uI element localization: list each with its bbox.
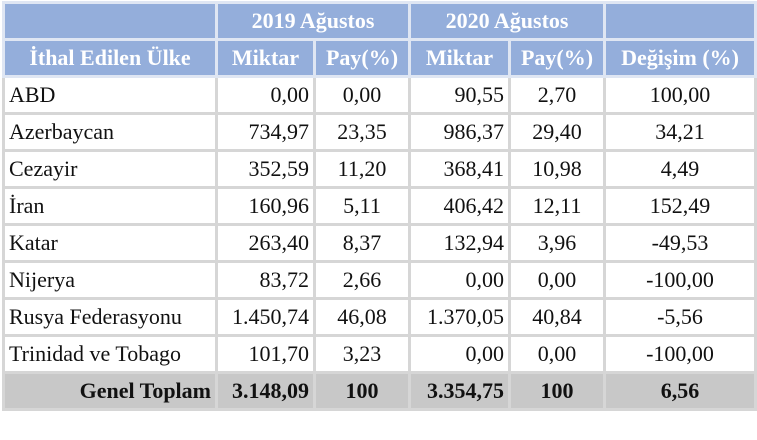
data-cell: 5,11 [312, 186, 412, 226]
total-cell: 100 [312, 371, 412, 411]
data-cell: 0,00 [408, 260, 512, 300]
data-cell: 100,00 [603, 75, 757, 115]
data-cell: Cezayir [2, 149, 218, 189]
total-cell: 3.354,75 [408, 371, 512, 411]
data-cell: -100,00 [603, 260, 757, 300]
total-cell: Genel Toplam [2, 371, 218, 411]
data-cell: Katar [2, 223, 218, 263]
column-header: Pay(%) [312, 38, 412, 78]
data-cell: 90,55 [408, 75, 512, 115]
total-cell: 100 [508, 371, 607, 411]
column-header: İthal Edilen Ülke [2, 38, 218, 78]
data-row: Nijerya 83,72 2,66 0,00 0,00 -100,00 [2, 260, 757, 300]
data-cell: 160,96 [215, 186, 316, 226]
data-cell: 40,84 [508, 297, 607, 337]
data-cell: 101,70 [215, 334, 316, 374]
data-cell: 1.450,74 [215, 297, 316, 337]
data-cell: Nijerya [2, 260, 218, 300]
data-cell: 12,11 [508, 186, 607, 226]
data-cell: 0,00 [408, 334, 512, 374]
data-cell: 2,66 [312, 260, 412, 300]
data-cell: 406,42 [408, 186, 512, 226]
data-row: ABD 0,00 0,00 90,55 2,70 100,00 [2, 75, 757, 115]
data-cell: 352,59 [215, 149, 316, 189]
data-cell: 23,35 [312, 112, 412, 152]
data-cell: 1.370,05 [408, 297, 512, 337]
data-cell: 2,70 [508, 75, 607, 115]
data-cell: İran [2, 186, 218, 226]
data-cell: 0,00 [508, 334, 607, 374]
group-header: 2019 Ağustos [214, 1, 412, 41]
column-header: Pay(%) [508, 38, 607, 78]
table-body: 2019 Ağustos 2020 Ağustos İthal Edilen Ü… [2, 1, 757, 411]
data-cell: Azerbaycan [2, 112, 218, 152]
header-cell [603, 1, 757, 41]
total-row: Genel Toplam 3.148,09 100 3.354,75 100 6,56 [2, 371, 757, 411]
data-cell: 34,21 [603, 112, 757, 152]
data-cell: Rusya Federasyonu [2, 297, 218, 337]
data-cell: 3,23 [312, 334, 412, 374]
data-cell: 368,41 [408, 149, 512, 189]
data-cell: 263,40 [215, 223, 316, 263]
data-cell: 0,00 [215, 75, 316, 115]
data-cell: 152,49 [603, 186, 757, 226]
data-cell: -100,00 [603, 334, 757, 374]
data-cell: 29,40 [508, 112, 607, 152]
data-cell: ABD [2, 75, 218, 115]
group-header: 2020 Ağustos [408, 1, 607, 41]
column-header: Miktar [215, 38, 316, 78]
data-cell: 0,00 [312, 75, 412, 115]
import-table: 2019 Ağustos 2020 Ağustos İthal Edilen Ü… [2, 1, 757, 411]
data-cell: 11,20 [312, 149, 412, 189]
data-cell: 0,00 [508, 260, 607, 300]
data-row: İran 160,96 5,11 406,42 12,11 152,49 [2, 186, 757, 226]
data-cell: 132,94 [408, 223, 512, 263]
column-header: Miktar [408, 38, 512, 78]
data-row: Rusya Federasyonu 1.450,74 46,08 1.370,05 40… [2, 297, 757, 337]
data-row: Trinidad ve Tobago 101,70 3,23 0,00 0,00 -100… [2, 334, 757, 374]
data-row: Katar 263,40 8,37 132,94 3,96 -49,53 [2, 223, 757, 263]
data-cell: 10,98 [508, 149, 607, 189]
data-cell: Trinidad ve Tobago [2, 334, 218, 374]
data-cell: -5,56 [603, 297, 757, 337]
data-cell: 3,96 [508, 223, 607, 263]
data-cell: -49,53 [603, 223, 757, 263]
column-header-row: İthal Edilen Ülke Miktar Pay(%) Miktar Pay(%… [2, 38, 757, 78]
data-cell: 986,37 [408, 112, 512, 152]
total-cell: 6,56 [603, 371, 757, 411]
header-cell [2, 1, 218, 41]
data-row: Azerbaycan 734,97 23,35 986,37 29,40 34,21 [2, 112, 757, 152]
data-cell: 4,49 [603, 149, 757, 189]
data-cell: 46,08 [312, 297, 412, 337]
data-cell: 734,97 [215, 112, 316, 152]
total-cell: 3.148,09 [215, 371, 316, 411]
data-cell: 8,37 [312, 223, 412, 263]
data-cell: 83,72 [215, 260, 316, 300]
group-header-row: 2019 Ağustos 2020 Ağustos [2, 1, 757, 41]
data-row: Cezayir 352,59 11,20 368,41 10,98 4,49 [2, 149, 757, 189]
column-header: Değişim (%) [603, 38, 757, 78]
